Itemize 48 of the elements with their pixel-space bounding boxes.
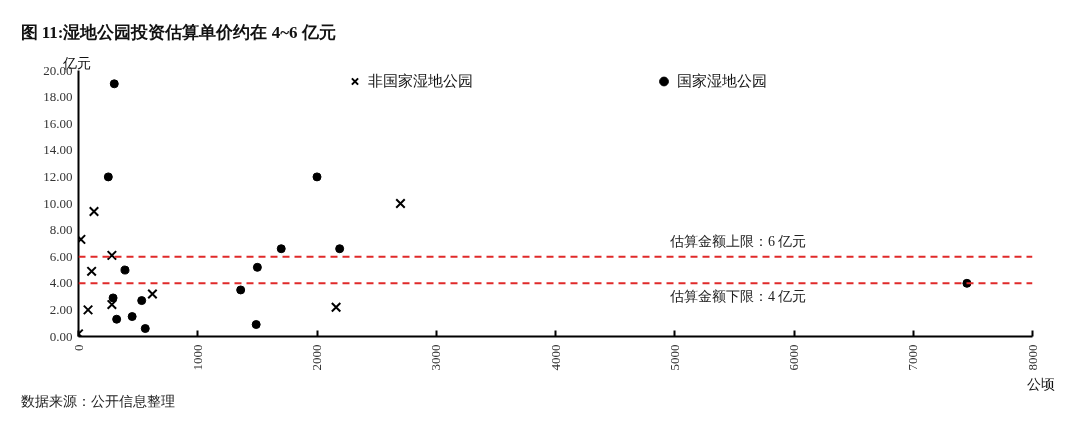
x-tick-label: 4000	[547, 344, 563, 371]
point	[335, 244, 345, 254]
point	[127, 312, 137, 322]
point	[147, 288, 158, 300]
x-tick-label: 3000	[428, 344, 444, 371]
point	[106, 250, 118, 261]
point	[312, 172, 322, 182]
chart-title: 图 11:湿地公园投资估算单价约在 4~6 亿元	[20, 22, 336, 42]
point	[112, 314, 122, 324]
y-tick-label: 4.00	[49, 275, 73, 291]
source-note: 数据来源：公开信息整理	[20, 393, 175, 409]
x-tick-label: 6000	[786, 344, 801, 371]
x-tick-label: 8000	[1024, 344, 1040, 371]
point	[106, 299, 118, 310]
point	[109, 79, 119, 89]
x-tick-label: 5000	[666, 344, 682, 371]
legend-label: 非国家湿地公园	[367, 71, 473, 91]
ref-line-label: 估算金额下限：4 亿元	[668, 289, 807, 305]
point	[82, 304, 94, 316]
point	[108, 293, 118, 303]
x-tick-label: 1000	[189, 344, 205, 371]
point	[330, 302, 342, 313]
point	[236, 285, 246, 295]
point	[120, 265, 130, 275]
y-tick-label: 12.00	[43, 168, 73, 184]
ref-line-label: 估算金额上限：6 亿元	[668, 233, 807, 249]
x-tick-label: 7000	[905, 344, 921, 371]
x-axis-title: 公顷	[1026, 375, 1055, 392]
point	[276, 244, 286, 254]
point	[137, 296, 147, 306]
point	[395, 198, 406, 209]
y-tick-label: 18.00	[43, 89, 73, 105]
legend-label: 国家湿地公园	[676, 71, 767, 91]
y-tick-label: 16.00	[43, 115, 73, 131]
point	[88, 206, 100, 217]
point	[86, 266, 97, 277]
point	[251, 320, 261, 330]
y-tick-label: 14.00	[43, 142, 73, 158]
point	[252, 262, 262, 272]
point	[140, 324, 150, 334]
y-tick-label: 8.00	[49, 222, 73, 238]
x-tick-label: 2000	[309, 344, 324, 371]
point	[103, 172, 113, 182]
x-tick-label: 0	[70, 344, 86, 351]
y-tick-label: 6.00	[49, 248, 73, 264]
y-tick-label: 2.00	[49, 301, 73, 317]
y-tick-label: 10.00	[43, 195, 73, 211]
y-tick-label: 0.00	[49, 328, 73, 344]
